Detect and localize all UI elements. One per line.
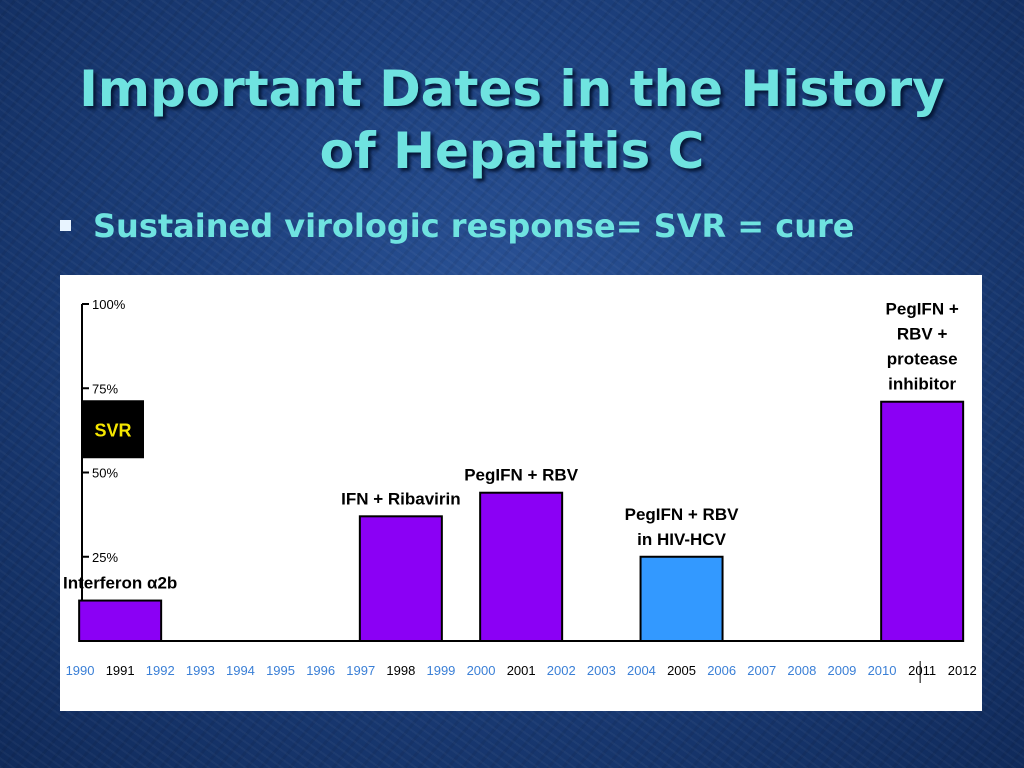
svr-label-box — [82, 400, 144, 459]
x-tick-label: 1992 — [146, 663, 175, 678]
x-tick-label: 2008 — [787, 663, 816, 678]
x-tick-label: 1998 — [386, 663, 415, 678]
bar — [639, 555, 724, 642]
y-tick-label: 25% — [92, 550, 118, 565]
y-tick-label: 50% — [92, 466, 118, 481]
x-tick-label: 2001 — [507, 663, 536, 678]
bar — [358, 515, 443, 642]
x-tick-label: 2010 — [868, 663, 897, 678]
x-tick-label: 2011 — [908, 663, 936, 678]
slide-title: Important Dates in the History of Hepati… — [0, 58, 1024, 182]
x-tick-label: 1997 — [346, 663, 375, 678]
svr-label-text: SVR — [94, 420, 131, 440]
bullet-text: Sustained virologic response= SVR = cure — [93, 207, 855, 245]
bar-data-label: inhibitor — [888, 375, 956, 394]
bar — [479, 491, 564, 642]
x-tick-label: 2006 — [707, 663, 736, 678]
bar-data-label: IFN + Ribavirin — [341, 489, 461, 508]
bar-data-label: in HIV-HCV — [637, 530, 726, 549]
svr-bar-chart: 100% 75% 50% 25% SVR 1990 1991 1992 1993 1994 1995… — [60, 275, 982, 711]
x-tick-label: 2012 — [948, 663, 977, 678]
x-tick-label: 2000 — [467, 663, 496, 678]
bar — [78, 599, 163, 642]
bar-data-label: PegIFN + RBV — [464, 466, 578, 485]
x-tick-label: 1994 — [226, 663, 255, 678]
x-tick-label: 2007 — [747, 663, 776, 678]
x-tick-label: 2005 — [667, 663, 696, 678]
bar — [880, 400, 965, 643]
x-tick-label: 1999 — [426, 663, 455, 678]
x-tick-label: 2003 — [587, 663, 616, 678]
bar-data-label: PegIFN + RBV — [625, 505, 739, 524]
y-tick-label: 100% — [92, 297, 126, 312]
chart-canvas: 100% 75% 50% 25% SVR 1990 1991 1992 1993 1994 1995… — [63, 297, 977, 683]
bar-data-label: protease — [887, 350, 958, 369]
x-tick-label: 2009 — [827, 663, 856, 678]
x-tick-label: 1996 — [306, 663, 335, 678]
bullet-point: Sustained virologic response= SVR = cure — [60, 206, 854, 246]
square-bullet-icon — [60, 219, 71, 231]
y-tick-label: 75% — [92, 381, 118, 396]
x-tick-label: 1995 — [266, 663, 295, 678]
bar-data-label: RBV + — [897, 325, 948, 344]
x-tick-label: 1993 — [186, 663, 215, 678]
x-tick-label: 1991 — [106, 663, 135, 678]
x-tick-label: 2002 — [547, 663, 576, 678]
title-line-1: Important Dates in the History — [79, 60, 945, 118]
bar-data-label: PegIFN + — [886, 300, 959, 319]
x-tick-label: 1990 — [66, 663, 95, 678]
bar-data-label: Interferon α2b — [63, 574, 177, 593]
x-tick-label: 2004 — [627, 663, 656, 678]
title-line-2: of Hepatitis C — [319, 122, 705, 180]
